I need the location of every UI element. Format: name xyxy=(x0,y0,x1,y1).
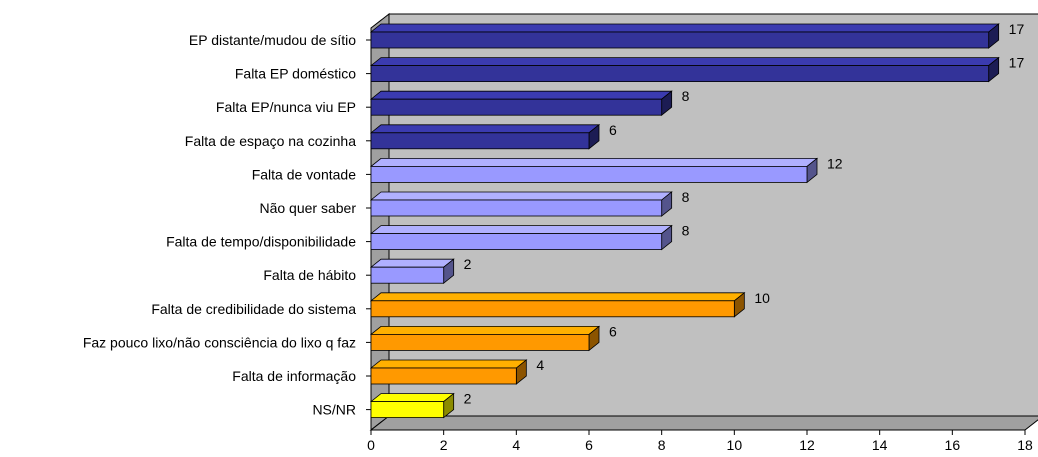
bar-value-label: 12 xyxy=(827,155,843,171)
bar-top-face xyxy=(369,258,455,268)
bar-top-face xyxy=(369,292,746,302)
bar-top-face xyxy=(369,325,601,335)
category-label: Falta EP/nunca viu EP xyxy=(216,99,356,115)
bar-front-face xyxy=(370,367,517,385)
x-tick-label: 14 xyxy=(872,437,888,453)
category-label: Falta de espaço na cozinha xyxy=(185,133,356,149)
bar: 6 xyxy=(369,122,617,150)
bar: 2 xyxy=(369,256,472,285)
bar: 2 xyxy=(369,391,472,419)
bar-value-label: 8 xyxy=(682,223,690,239)
bar-front-face xyxy=(370,266,445,284)
bar: 17 xyxy=(369,21,1025,49)
bar-front-face xyxy=(370,31,990,49)
bar: 6 xyxy=(369,323,617,352)
x-tick-label: 2 xyxy=(440,437,448,453)
x-tick-label: 18 xyxy=(1017,437,1033,453)
bar: 4 xyxy=(369,357,544,385)
bar-top-face xyxy=(369,57,1000,66)
bar-front-face xyxy=(370,98,663,116)
bar-top-face xyxy=(369,191,673,201)
bar-front-face xyxy=(370,300,735,318)
bar: 17 xyxy=(369,55,1025,83)
bar-value-label: 8 xyxy=(682,189,690,205)
bar-front-face xyxy=(370,333,590,351)
bars: 17 17 8 6 12 8 8 2 10 6 4 2 xyxy=(369,21,1025,419)
x-tick-label: 4 xyxy=(512,437,520,453)
bar-value-label: 10 xyxy=(754,290,770,306)
bar-top-face xyxy=(369,23,1000,33)
bar: 8 xyxy=(369,189,690,217)
bar-value-label: 2 xyxy=(464,391,472,407)
category-label: Falta de vontade xyxy=(252,166,357,182)
bar-value-label: 17 xyxy=(1009,21,1025,37)
category-label: Falta de informação xyxy=(232,368,356,384)
bar-top-face xyxy=(369,225,673,235)
bar-front-face xyxy=(370,132,590,150)
category-label: Falta de hábito xyxy=(263,267,356,283)
bar: 10 xyxy=(369,290,770,318)
category-label: Faz pouco lixo/não consciência do lixo q… xyxy=(83,334,356,350)
x-tick-label: 16 xyxy=(945,437,961,453)
bar-front-face xyxy=(370,233,663,251)
bar-value-label: 6 xyxy=(609,122,617,138)
plot-floor xyxy=(369,415,1038,431)
bar-top-face xyxy=(369,124,601,134)
x-tick-label: 8 xyxy=(658,437,666,453)
category-label: Falta de credibilidade do sistema xyxy=(151,301,356,317)
category-label: NS/NR xyxy=(312,402,356,418)
bar-top-face xyxy=(369,393,455,403)
category-label: EP distante/mudou de sítio xyxy=(189,32,356,48)
y-axis: EP distante/mudou de sítio Falta EP domés… xyxy=(83,28,372,430)
category-label: Não quer saber xyxy=(259,200,356,216)
bar-front-face xyxy=(370,165,808,183)
x-tick-label: 0 xyxy=(367,437,375,453)
bar: 8 xyxy=(369,88,690,117)
bar-value-label: 6 xyxy=(609,323,617,339)
bar-front-face xyxy=(370,65,990,82)
x-axis: 0 2 4 6 8 10 12 14 16 18 xyxy=(367,429,1033,453)
bar-front-face xyxy=(370,401,445,419)
bar-top-face xyxy=(369,157,819,167)
x-tick-label: 12 xyxy=(799,437,815,453)
x-tick-label: 10 xyxy=(727,437,743,453)
bar-value-label: 2 xyxy=(464,256,472,272)
bar: 8 xyxy=(369,223,690,251)
bar-top-face xyxy=(369,90,673,100)
bar: 12 xyxy=(369,155,843,184)
bar-value-label: 4 xyxy=(536,357,544,373)
category-label: Falta EP doméstico xyxy=(235,66,356,82)
bar-front-face xyxy=(370,199,663,217)
bar-value-label: 8 xyxy=(682,88,690,104)
x-tick-label: 6 xyxy=(585,437,593,453)
category-label: Falta de tempo/disponibilidade xyxy=(166,234,356,250)
bar-value-label: 17 xyxy=(1009,55,1025,71)
bar-top-face xyxy=(369,359,528,369)
